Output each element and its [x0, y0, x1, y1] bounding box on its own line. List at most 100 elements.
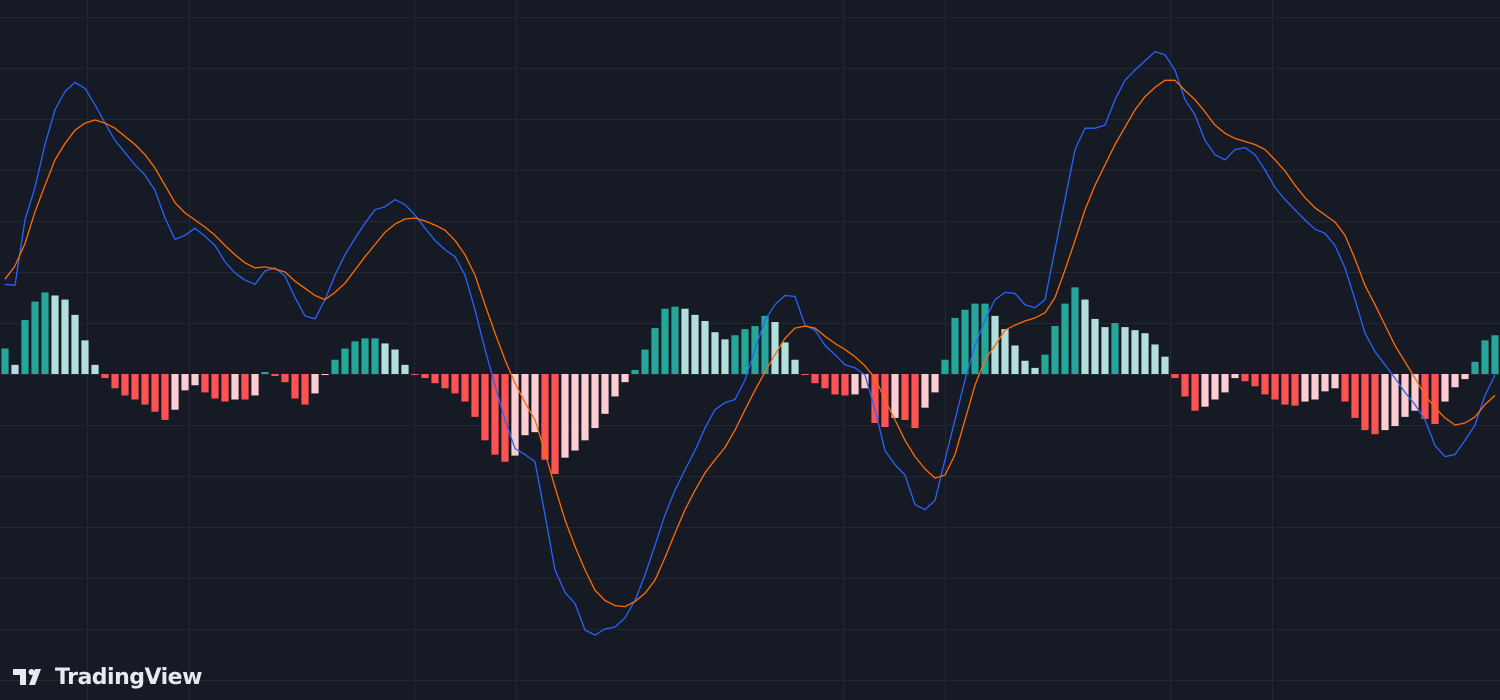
histogram-bar	[141, 374, 149, 405]
logo-dot	[28, 669, 35, 675]
histogram-bar	[11, 364, 19, 375]
histogram-bar	[491, 374, 499, 455]
line	[4, 79, 1496, 608]
histogram-bar	[1021, 360, 1029, 375]
histogram-bar	[71, 314, 79, 375]
histogram-bar	[1421, 374, 1429, 419]
histogram-bar	[1431, 374, 1439, 424]
histogram-bar	[341, 348, 349, 375]
histogram-bar	[361, 338, 369, 375]
histogram-bar	[581, 374, 589, 441]
histogram-bar	[1391, 374, 1399, 427]
histogram-bar	[461, 374, 469, 402]
histogram-bar	[1481, 340, 1489, 375]
histogram-bar	[121, 374, 129, 396]
histogram-bar	[181, 374, 189, 391]
histogram-bar	[241, 374, 249, 400]
histogram-bar	[391, 349, 399, 375]
histogram-bar	[1011, 345, 1019, 375]
histogram-bar	[851, 374, 859, 395]
histogram-bar	[311, 374, 319, 394]
histogram-bar	[641, 349, 649, 375]
histogram-bar	[1251, 374, 1259, 387]
histogram-bar	[961, 309, 969, 375]
histogram-bar	[31, 301, 39, 375]
lines	[4, 51, 1496, 636]
histogram-bar	[1451, 374, 1459, 388]
histogram-bar	[1221, 374, 1229, 393]
histogram-bar	[621, 374, 629, 383]
histogram-bar	[481, 374, 489, 441]
histogram-bar	[671, 306, 679, 375]
histogram-bar	[1051, 326, 1059, 375]
histogram-bar	[441, 374, 449, 389]
histogram-bar	[1111, 323, 1119, 375]
histogram-bar	[1061, 303, 1069, 375]
histogram-bar	[1091, 318, 1099, 375]
histogram-bar	[301, 374, 309, 405]
histogram-bar	[1441, 374, 1449, 402]
histogram-bar	[651, 328, 659, 375]
histogram-bar	[231, 374, 239, 400]
histogram-bar	[1381, 374, 1389, 431]
histogram-bar	[111, 374, 119, 389]
histogram-bar	[861, 374, 869, 389]
histogram-bar	[951, 317, 959, 375]
histogram-bar	[631, 369, 639, 375]
histogram-bar	[401, 364, 409, 375]
histogram-bar	[941, 359, 949, 375]
histogram-bar	[1171, 374, 1179, 379]
histogram-bar	[1031, 367, 1039, 375]
histogram-bar	[451, 374, 459, 394]
histogram-bar	[981, 303, 989, 375]
histogram-bar	[1361, 374, 1369, 431]
histogram-bar	[91, 364, 99, 375]
histogram-bar	[381, 343, 389, 375]
histogram-bar	[1, 348, 9, 375]
histogram-bar	[331, 359, 339, 375]
histogram-bar	[541, 374, 549, 460]
histogram-bar	[1181, 374, 1189, 397]
histogram-bar	[661, 308, 669, 375]
histogram-bar	[1151, 344, 1159, 375]
histogram-bar	[191, 374, 199, 386]
histogram-bar	[1231, 374, 1239, 379]
histogram-bar	[1191, 374, 1199, 411]
histogram-bar	[421, 374, 429, 379]
histogram-bar	[681, 308, 689, 375]
histogram-bar	[131, 374, 139, 400]
histogram-bar	[1081, 299, 1089, 375]
histogram-bar	[1321, 374, 1329, 392]
histogram-bar	[1461, 374, 1469, 380]
histogram-bar	[931, 374, 939, 393]
histogram-bar	[781, 342, 789, 375]
histogram-bar	[1201, 374, 1209, 407]
histogram-bar	[261, 371, 269, 375]
histogram-bar	[611, 374, 619, 397]
histogram-bar	[1291, 374, 1299, 406]
histogram-bar	[221, 374, 229, 402]
histogram-bar	[351, 341, 359, 375]
histogram-bar	[1411, 374, 1419, 411]
histogram-bar	[1371, 374, 1379, 435]
histogram-bar	[211, 374, 219, 399]
histogram-bar	[741, 329, 749, 375]
histogram-bar	[1281, 374, 1289, 405]
histogram-bar	[911, 374, 919, 429]
histogram-bar	[1351, 374, 1359, 418]
watermark-text: TradingView	[55, 665, 202, 690]
histogram-bar	[1211, 374, 1219, 400]
histogram-bar	[281, 374, 289, 383]
histogram-bar	[251, 374, 259, 396]
histogram-bar	[1141, 333, 1149, 375]
histogram-bar	[1301, 374, 1309, 402]
histogram-bar	[601, 374, 609, 414]
histogram-bar	[1311, 374, 1319, 400]
histogram-bar	[1101, 327, 1109, 375]
histogram-bar	[171, 374, 179, 410]
histogram-bar	[551, 374, 559, 474]
